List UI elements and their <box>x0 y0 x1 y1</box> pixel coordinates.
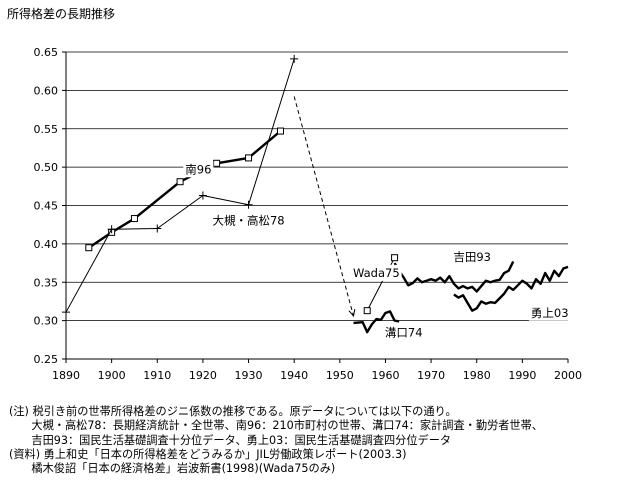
note-line: (資料) 勇上和史「日本の所得格差をどうみるか」JIL労働政策レポート(2003… <box>9 447 407 461</box>
notes: (注) 税引き前の世帯所得格差のジニ係数の推移である。原データについては以下の通… <box>9 405 543 476</box>
data-point <box>276 127 284 135</box>
page-title: 所得格差の長期推移 <box>7 7 116 21</box>
y-tick-label: 0.60 <box>34 84 59 97</box>
x-tick-label: 1940 <box>280 369 308 382</box>
series-label-text: 吉田93 <box>453 250 491 264</box>
series-label-text: 溝口74 <box>385 326 423 340</box>
note-line: 吉田93：国民生活基礎調査十分位データ、勇上03：国民生活基礎調査四分位データ <box>9 433 452 447</box>
y-tick-label: 0.35 <box>34 276 59 289</box>
series-label: 勇上03 <box>528 304 571 321</box>
arrow-head <box>348 309 356 318</box>
series-line <box>393 260 515 293</box>
label-background <box>350 264 402 281</box>
series-label-text: 勇上03 <box>531 306 569 320</box>
series-line <box>453 265 569 312</box>
series-line <box>88 130 282 249</box>
label-background <box>382 324 425 341</box>
x-tick-label: 1920 <box>189 369 217 382</box>
series-label-text: Wada75 <box>353 266 400 280</box>
axes: 0.25 0.30 0.35 0.40 0.45 0.50 0.55 0.60 0.65 1890… <box>34 46 583 382</box>
dashed-arrow <box>293 96 354 317</box>
series-label-text: 南96 <box>185 162 211 176</box>
label-background <box>210 212 287 229</box>
data-point <box>198 191 207 200</box>
x-tick-label: 1910 <box>143 369 171 382</box>
data-point <box>107 225 116 234</box>
note-line: 大槻・高松78：長期経済統計・全世帯、南96：210市町村の世帯、溝口74：家計… <box>9 419 543 433</box>
label-background <box>528 304 571 321</box>
chart: 0.25 0.30 0.35 0.40 0.45 0.50 0.55 0.60 0.65 1890… <box>34 46 583 382</box>
data-point <box>363 307 371 315</box>
data-point <box>130 215 138 223</box>
series-label: Wada75 <box>350 264 402 281</box>
data-point <box>153 224 162 233</box>
data-point <box>290 54 299 63</box>
series-label: 吉田93 <box>451 248 493 265</box>
data-point <box>244 200 253 209</box>
x-tick-label: 1890 <box>52 369 80 382</box>
series-label: 大槻・高松78 <box>210 212 287 229</box>
series-label: 溝口74 <box>382 324 425 341</box>
series-line <box>65 58 295 313</box>
series-layer <box>62 54 569 334</box>
series-label: 南96 <box>183 161 214 178</box>
label-background <box>451 248 493 265</box>
x-tick-label: 1980 <box>463 369 491 382</box>
y-tick-label: 0.25 <box>34 353 59 366</box>
note-line: 橘木俊詔「日本の経済格差」岩波新書(1998)(Wada75のみ) <box>9 462 336 476</box>
x-tick-label: 1930 <box>235 369 263 382</box>
gridlines <box>66 51 568 322</box>
note-line: (注) 税引き前の世帯所得格差のジニ係数の推移である。原データについては以下の通… <box>9 405 457 418</box>
x-tick-label: 1990 <box>508 369 536 382</box>
data-point <box>62 308 70 317</box>
label-background <box>183 161 214 178</box>
x-tick-label: 1900 <box>98 369 126 382</box>
data-point <box>213 159 221 167</box>
data-point <box>391 254 399 262</box>
annotations: 南96 大槻・高松78 Wada75 吉田93 勇上03 溝口74 <box>183 161 571 341</box>
x-tick-label: 2000 <box>554 369 582 382</box>
series-label-text: 大槻・高松78 <box>212 214 284 228</box>
x-tick-label: 1970 <box>417 369 445 382</box>
x-tick-label: 1960 <box>371 369 399 382</box>
x-tick-label: 1950 <box>326 369 354 382</box>
y-tick-label: 0.40 <box>34 238 59 251</box>
y-tick-label: 0.55 <box>34 123 59 136</box>
y-tick-label: 0.50 <box>34 161 59 174</box>
series-line <box>353 310 400 334</box>
data-point <box>176 178 184 186</box>
data-point <box>245 154 253 162</box>
y-tick-label: 0.65 <box>34 46 59 59</box>
data-point <box>85 244 93 252</box>
y-tick-label: 0.45 <box>34 200 59 213</box>
y-tick-label: 0.30 <box>34 315 59 328</box>
